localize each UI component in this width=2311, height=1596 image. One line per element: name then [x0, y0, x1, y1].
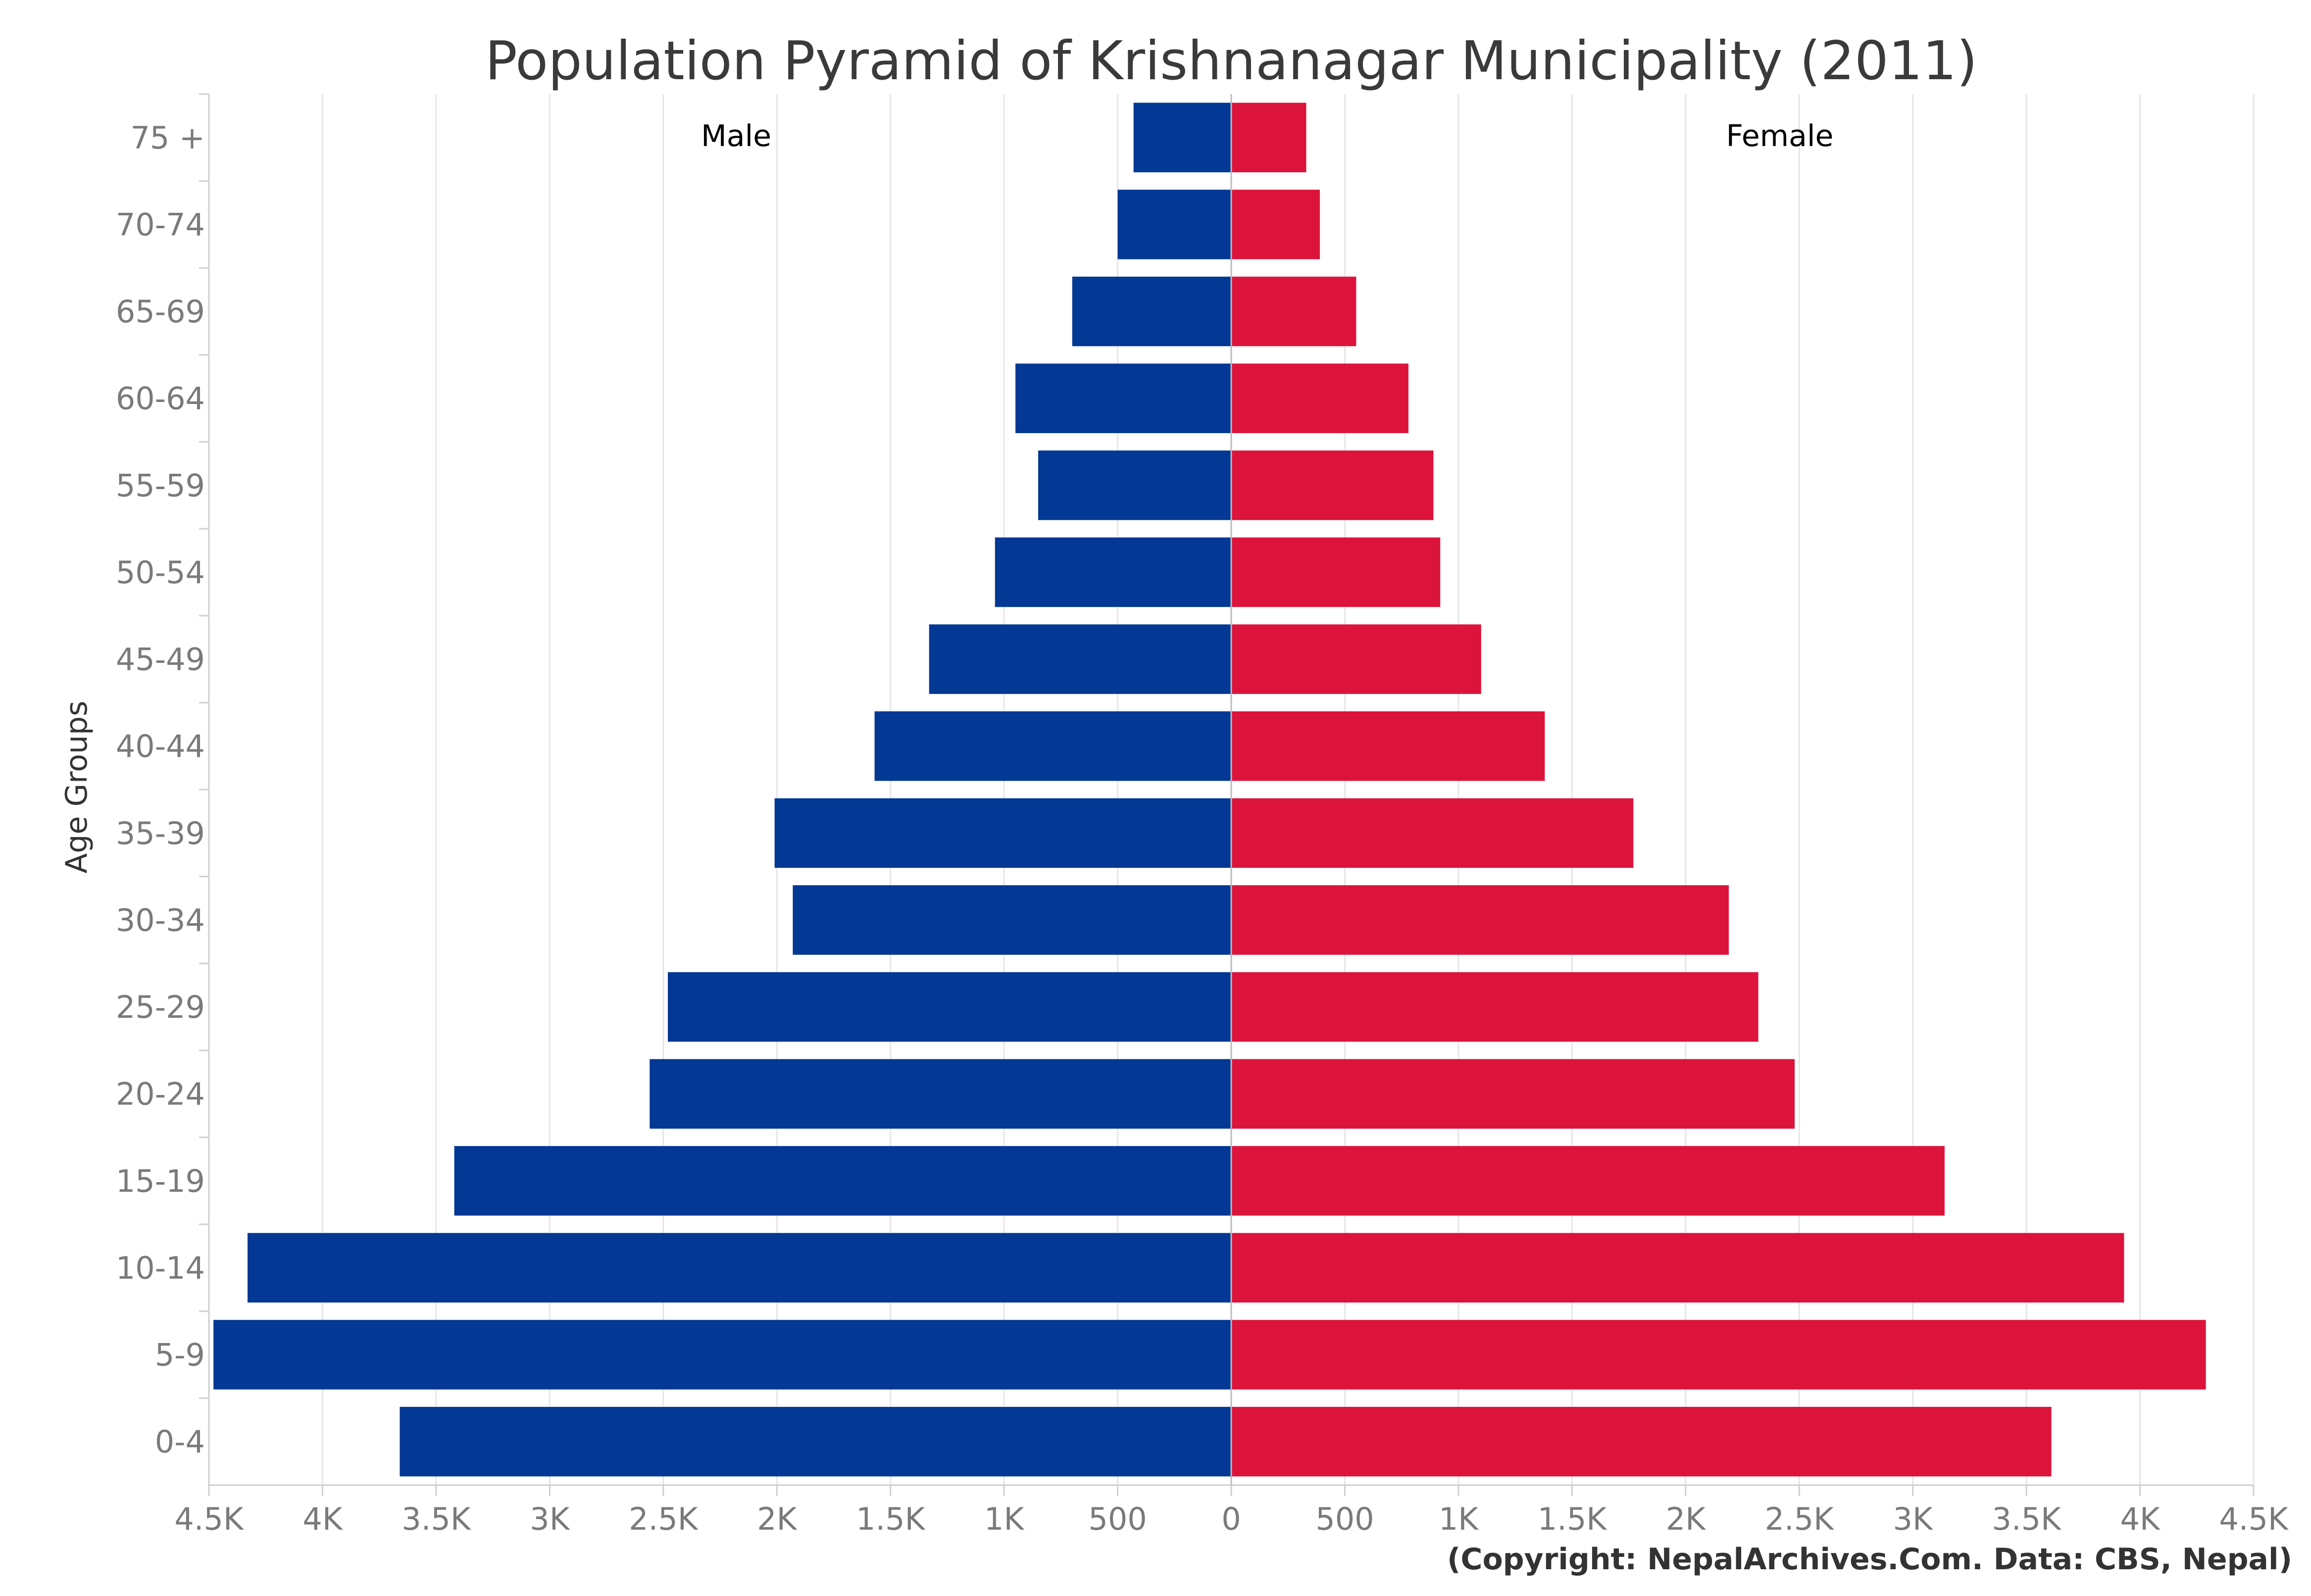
- male-side-label: Male: [701, 119, 771, 153]
- female-bar[interactable]: [1231, 1233, 2124, 1303]
- female-bar[interactable]: [1231, 1320, 2206, 1390]
- male-bar[interactable]: [1117, 190, 1231, 259]
- male-bar[interactable]: [1015, 363, 1231, 433]
- y-tick-label: 10-14: [116, 1250, 205, 1286]
- x-tick-label: 2.5K: [1765, 1501, 1835, 1537]
- male-bar[interactable]: [1038, 450, 1231, 520]
- male-bar[interactable]: [213, 1320, 1232, 1390]
- x-tick-label: 1K: [984, 1501, 1024, 1537]
- x-tick-label: 4.5K: [174, 1501, 244, 1537]
- x-tick-label: 4K: [302, 1501, 343, 1537]
- female-bar[interactable]: [1231, 1146, 1945, 1216]
- y-tick-label: 65-69: [116, 294, 205, 330]
- male-bar[interactable]: [929, 624, 1231, 694]
- female-bar[interactable]: [1231, 450, 1434, 520]
- x-tick-label: 3K: [530, 1501, 570, 1537]
- male-bar[interactable]: [1072, 276, 1231, 347]
- y-tick-label: 5-9: [155, 1337, 205, 1373]
- bars-layer: [213, 102, 2206, 1477]
- male-bar[interactable]: [995, 537, 1231, 607]
- x-tick-label: 2K: [1666, 1501, 1706, 1537]
- female-bar[interactable]: [1231, 798, 1634, 868]
- x-tick-label: 500: [1315, 1501, 1374, 1537]
- copyright-credit: (Copyright: NepalArchives.Com. Data: CBS…: [1447, 1542, 2292, 1577]
- y-tick-label: 15-19: [116, 1163, 205, 1199]
- female-bar[interactable]: [1231, 537, 1441, 607]
- male-bar[interactable]: [454, 1146, 1231, 1216]
- x-tick-label: 1K: [1439, 1501, 1479, 1537]
- x-tick-label: 1.5K: [856, 1501, 926, 1537]
- y-tick-label: 70-74: [116, 206, 205, 243]
- male-bar[interactable]: [793, 885, 1231, 955]
- x-tick-label: 0: [1221, 1501, 1241, 1537]
- male-bar[interactable]: [1133, 102, 1231, 173]
- x-tick-label: 2.5K: [629, 1501, 699, 1537]
- y-tick-label: 55-59: [116, 467, 205, 503]
- y-tick-label: 20-24: [116, 1076, 205, 1112]
- female-bar[interactable]: [1231, 190, 1320, 259]
- x-tick-label: 4K: [2120, 1501, 2160, 1537]
- female-side-label: Female: [1726, 119, 1834, 153]
- x-tick-label: 2K: [757, 1501, 797, 1537]
- y-axis-title: Age Groups: [59, 700, 94, 873]
- chart-title: Population Pyramid of Krishnanagar Munic…: [485, 30, 1978, 92]
- female-bar[interactable]: [1231, 1406, 2052, 1477]
- male-bar[interactable]: [667, 972, 1231, 1042]
- female-bar[interactable]: [1231, 363, 1408, 433]
- axis-layer: [199, 93, 2255, 1496]
- female-bar[interactable]: [1231, 972, 1758, 1042]
- labels-layer: 4.5K 4K 3.5K 3K 2.5K 2K 1.5K 1K 500 0 500 1K 1.5K 2K 2…: [116, 120, 2289, 1537]
- male-bar[interactable]: [400, 1406, 1231, 1477]
- y-tick-label: 50-54: [116, 554, 205, 591]
- y-tick-label: 75 +: [130, 120, 205, 156]
- y-tick-label: 35-39: [116, 815, 205, 851]
- x-tick-label: 1.5K: [1538, 1501, 1608, 1537]
- female-bar[interactable]: [1231, 276, 1356, 347]
- female-bar[interactable]: [1231, 711, 1545, 781]
- male-bar[interactable]: [650, 1059, 1231, 1129]
- y-tick-label: 0-4: [155, 1424, 205, 1460]
- female-bar[interactable]: [1231, 885, 1729, 955]
- y-tick-label: 60-64: [116, 381, 205, 417]
- male-bar[interactable]: [248, 1233, 1231, 1303]
- x-tick-label: 3K: [1893, 1501, 1933, 1537]
- female-bar[interactable]: [1231, 624, 1481, 694]
- y-tick-label: 30-34: [116, 902, 205, 938]
- female-bar[interactable]: [1231, 102, 1306, 173]
- y-tick-label: 45-49: [116, 642, 205, 678]
- y-tick-label: 25-29: [116, 989, 205, 1025]
- male-bar[interactable]: [874, 711, 1231, 781]
- x-tick-label: 3.5K: [1992, 1501, 2061, 1537]
- y-tick-label: 40-44: [116, 728, 205, 764]
- female-bar[interactable]: [1231, 1059, 1795, 1129]
- x-tick-label: 3.5K: [402, 1501, 471, 1537]
- male-bar[interactable]: [774, 798, 1231, 868]
- x-tick-label: 500: [1088, 1501, 1147, 1537]
- x-tick-label: 4.5K: [2219, 1501, 2289, 1537]
